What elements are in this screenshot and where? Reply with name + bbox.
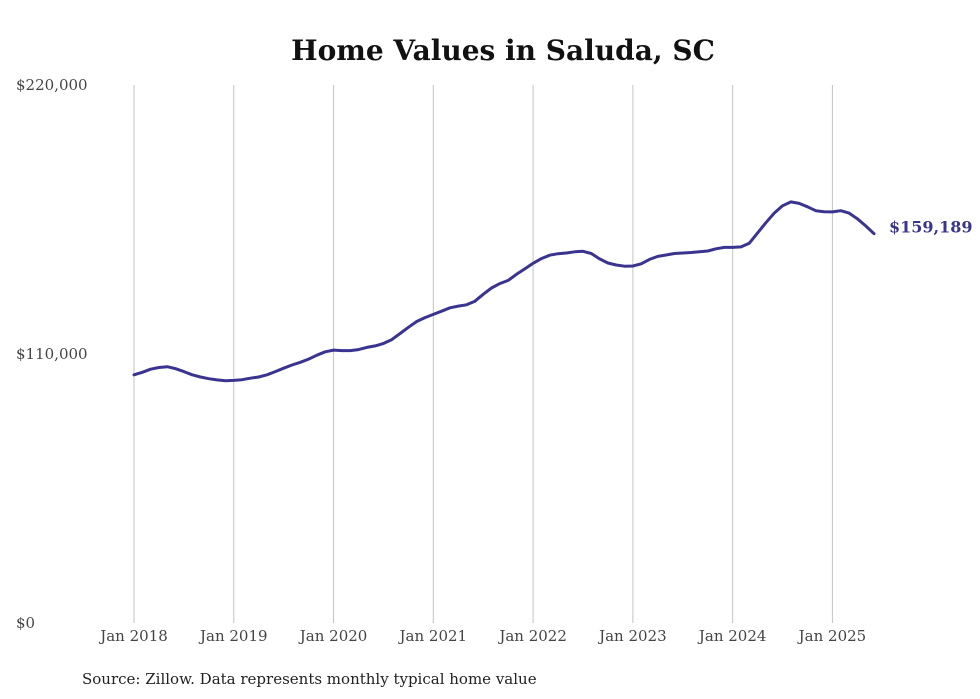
y-tick-label: $220,000: [16, 76, 88, 94]
x-tick-label: Jan 2025: [797, 627, 867, 645]
y-axis: $0 $110,000 $220,000: [16, 76, 88, 632]
x-tick-label: Jan 2024: [697, 627, 767, 645]
y-tick-label: $110,000: [16, 345, 88, 363]
source-note: Source: Zillow. Data represents monthly …: [82, 670, 537, 688]
x-axis: Jan 2018 Jan 2019 Jan 2020 Jan 2021 Jan 2022…: [98, 627, 866, 645]
gridlines: [133, 85, 833, 623]
x-tick-label: Jan 2020: [298, 627, 368, 645]
chart-title: Home Values in Saluda, SC: [291, 34, 715, 67]
x-tick-label: Jan 2021: [398, 627, 468, 645]
x-tick-label: Jan 2022: [497, 627, 567, 645]
x-tick-label: Jan 2018: [98, 627, 168, 645]
x-tick-label: Jan 2023: [597, 627, 667, 645]
x-tick-label: Jan 2019: [198, 627, 268, 645]
series-line: [132, 200, 876, 383]
y-tick-label: $0: [16, 614, 35, 632]
series-group: $159,189: [132, 200, 973, 383]
end-value-label: $159,189: [889, 218, 973, 237]
